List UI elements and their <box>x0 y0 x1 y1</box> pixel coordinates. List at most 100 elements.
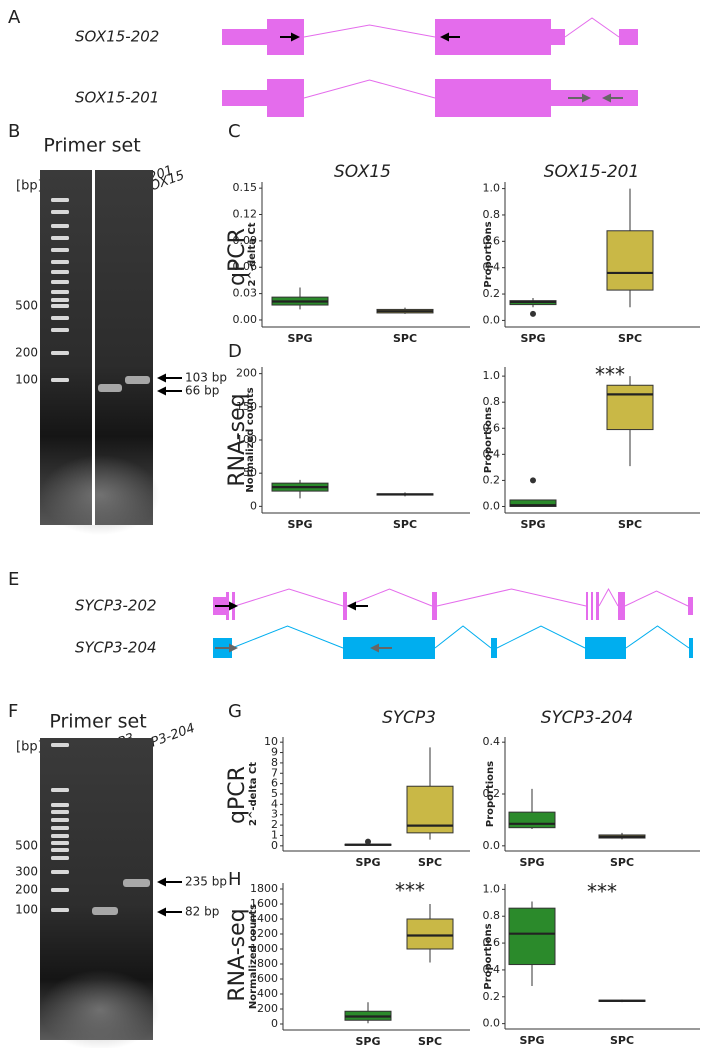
y-tick-label: 0.8 <box>483 909 501 922</box>
intron <box>436 588 587 607</box>
y-tick-label: 1.0 <box>483 182 501 195</box>
band-label: 82 bp <box>185 905 219 919</box>
chart-title: SYCP3 <box>382 708 436 728</box>
y-tick-label: 0.03 <box>233 287 258 300</box>
sample-band <box>123 879 150 887</box>
y-tick-label: 0.0 <box>483 499 501 512</box>
marker-label: 100 <box>15 903 38 917</box>
arrow-head <box>582 93 591 103</box>
band-label: 66 bp <box>185 384 219 398</box>
y-tick-label: 0.6 <box>483 936 501 949</box>
y-tick-label: 8 <box>271 756 278 769</box>
y-tick-label: 0.06 <box>233 260 258 273</box>
outlier <box>365 838 371 845</box>
exon <box>491 638 497 658</box>
y-tick-label: 0 <box>271 839 278 852</box>
y-tick-label: 1600 <box>250 897 278 910</box>
x-tick-label: SPG <box>520 518 545 531</box>
y-tick-label: 200 <box>257 1002 278 1015</box>
y-tick-label: 1.0 <box>483 882 501 895</box>
gel-divider <box>92 170 95 525</box>
x-tick-label: SPC <box>610 856 634 869</box>
sample-band <box>92 907 118 915</box>
exon <box>343 592 347 620</box>
outlier <box>530 310 536 317</box>
ladder-band <box>51 848 69 852</box>
y-tick-label: 5 <box>271 787 278 800</box>
chart-title: SOX15-201 <box>544 162 640 182</box>
y-tick-label: 0.2 <box>483 990 501 1003</box>
y-tick-label: 1 <box>271 828 278 841</box>
y-tick-label: 2 <box>271 818 278 831</box>
ladder-band <box>51 908 69 912</box>
exon <box>596 592 599 620</box>
x-tick-label: SPC <box>418 1035 442 1048</box>
ladder-band <box>51 743 69 747</box>
exon <box>586 592 588 620</box>
ladder-band <box>51 841 69 845</box>
ladder-band <box>51 304 69 308</box>
exon <box>222 29 267 45</box>
box <box>606 384 654 431</box>
ladder-band <box>51 316 69 320</box>
intron <box>625 625 690 649</box>
y-tick-label: 0.15 <box>233 181 258 194</box>
y-tick-label: 150 <box>236 400 257 413</box>
x-tick-label: SPG <box>355 1035 380 1048</box>
y-axis-label: Normalized counts <box>248 904 259 1009</box>
ladder-band <box>51 260 69 264</box>
intron <box>231 625 344 649</box>
arrow-head <box>157 373 166 383</box>
intron <box>434 625 492 649</box>
y-tick-label: 0.8 <box>483 395 501 408</box>
arrow-head <box>229 643 238 653</box>
x-tick-label: SPC <box>618 332 642 345</box>
y-tick-label: 1200 <box>250 927 278 940</box>
y-tick-label: 0 <box>250 499 257 512</box>
y-tick-label: 0.4 <box>483 963 501 976</box>
panel-label: A <box>8 7 21 28</box>
transcript-name: SYCP3-204 <box>75 639 157 657</box>
marker-label: 500 <box>15 299 38 313</box>
arrow-head <box>370 643 379 653</box>
ladder-band <box>51 210 69 214</box>
ladder-band <box>51 378 69 382</box>
sample-band <box>98 384 122 392</box>
exon <box>267 79 304 117</box>
y-tick-label: 0.00 <box>233 313 258 326</box>
arrow-head <box>157 907 166 917</box>
y-tick-label: 0.12 <box>233 208 258 221</box>
gel-glow <box>40 970 160 1048</box>
ladder-band <box>51 280 69 284</box>
exon <box>618 592 625 620</box>
y-axis-label: Proportions <box>483 407 494 473</box>
y-tick-label: 0.0 <box>483 1017 501 1030</box>
transcript-name: SOX15-201 <box>75 89 159 107</box>
panel-label: H <box>228 869 242 890</box>
marker-label: 300 <box>15 865 38 879</box>
y-tick-label: 0.8 <box>483 208 501 221</box>
intron <box>598 587 619 607</box>
exon <box>551 29 565 45</box>
chart-title: SYCP3-204 <box>541 708 633 728</box>
intron <box>624 590 689 607</box>
significance: *** <box>595 363 625 387</box>
y-tick-label: 200 <box>236 367 257 380</box>
y-tick-label: 0.6 <box>483 234 501 247</box>
y-tick-label: 0.6 <box>483 421 501 434</box>
ladder-band <box>51 870 69 874</box>
y-tick-label: 0.4 <box>483 735 501 748</box>
outlier <box>530 477 536 484</box>
sample-band <box>125 376 150 384</box>
gel-glow <box>40 455 160 535</box>
gel-unit: [bp] <box>16 179 43 194</box>
row-label: qPCR <box>225 766 250 824</box>
y-tick-label: 1800 <box>250 882 278 895</box>
arrow-head <box>440 32 449 42</box>
marker-label: 500 <box>15 839 38 853</box>
significance: *** <box>587 880 617 904</box>
exon <box>222 90 267 106</box>
x-tick-label: SPG <box>520 332 545 345</box>
box <box>508 811 556 829</box>
